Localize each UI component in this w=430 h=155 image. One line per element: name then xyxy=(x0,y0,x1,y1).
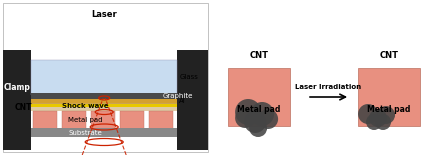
FancyBboxPatch shape xyxy=(31,128,177,137)
Text: Metal pad: Metal pad xyxy=(68,117,102,123)
Text: CNT: CNT xyxy=(249,51,268,60)
FancyBboxPatch shape xyxy=(33,111,57,129)
FancyBboxPatch shape xyxy=(120,111,144,129)
Text: Al: Al xyxy=(179,98,185,104)
FancyBboxPatch shape xyxy=(357,68,419,126)
Circle shape xyxy=(249,119,267,137)
Circle shape xyxy=(249,102,273,126)
Circle shape xyxy=(374,114,390,130)
Text: Shock wave: Shock wave xyxy=(62,103,108,109)
FancyBboxPatch shape xyxy=(62,111,86,129)
FancyBboxPatch shape xyxy=(91,111,115,129)
Circle shape xyxy=(258,109,277,129)
Text: Laser Irradiation: Laser Irradiation xyxy=(294,84,360,90)
FancyBboxPatch shape xyxy=(227,68,289,126)
Circle shape xyxy=(365,114,381,130)
Circle shape xyxy=(368,109,386,127)
Text: Substrate: Substrate xyxy=(68,130,102,136)
Text: CNT: CNT xyxy=(379,51,398,60)
FancyBboxPatch shape xyxy=(31,104,177,107)
Circle shape xyxy=(357,104,377,124)
FancyBboxPatch shape xyxy=(31,99,177,104)
FancyBboxPatch shape xyxy=(31,93,177,100)
FancyBboxPatch shape xyxy=(3,50,31,150)
Circle shape xyxy=(243,111,265,133)
Text: Metal pad: Metal pad xyxy=(237,106,280,115)
Circle shape xyxy=(235,108,255,128)
FancyBboxPatch shape xyxy=(31,103,177,111)
FancyBboxPatch shape xyxy=(149,111,173,129)
Circle shape xyxy=(376,106,394,124)
FancyBboxPatch shape xyxy=(3,3,208,152)
Circle shape xyxy=(235,99,261,125)
FancyBboxPatch shape xyxy=(177,50,208,150)
Text: CNT: CNT xyxy=(15,102,32,111)
Text: Clamp: Clamp xyxy=(4,84,31,93)
FancyBboxPatch shape xyxy=(31,60,177,95)
Text: Metal pad: Metal pad xyxy=(366,106,410,115)
Text: Graphite: Graphite xyxy=(162,93,192,99)
Text: Laser: Laser xyxy=(91,10,117,19)
Text: Glass: Glass xyxy=(179,74,197,80)
